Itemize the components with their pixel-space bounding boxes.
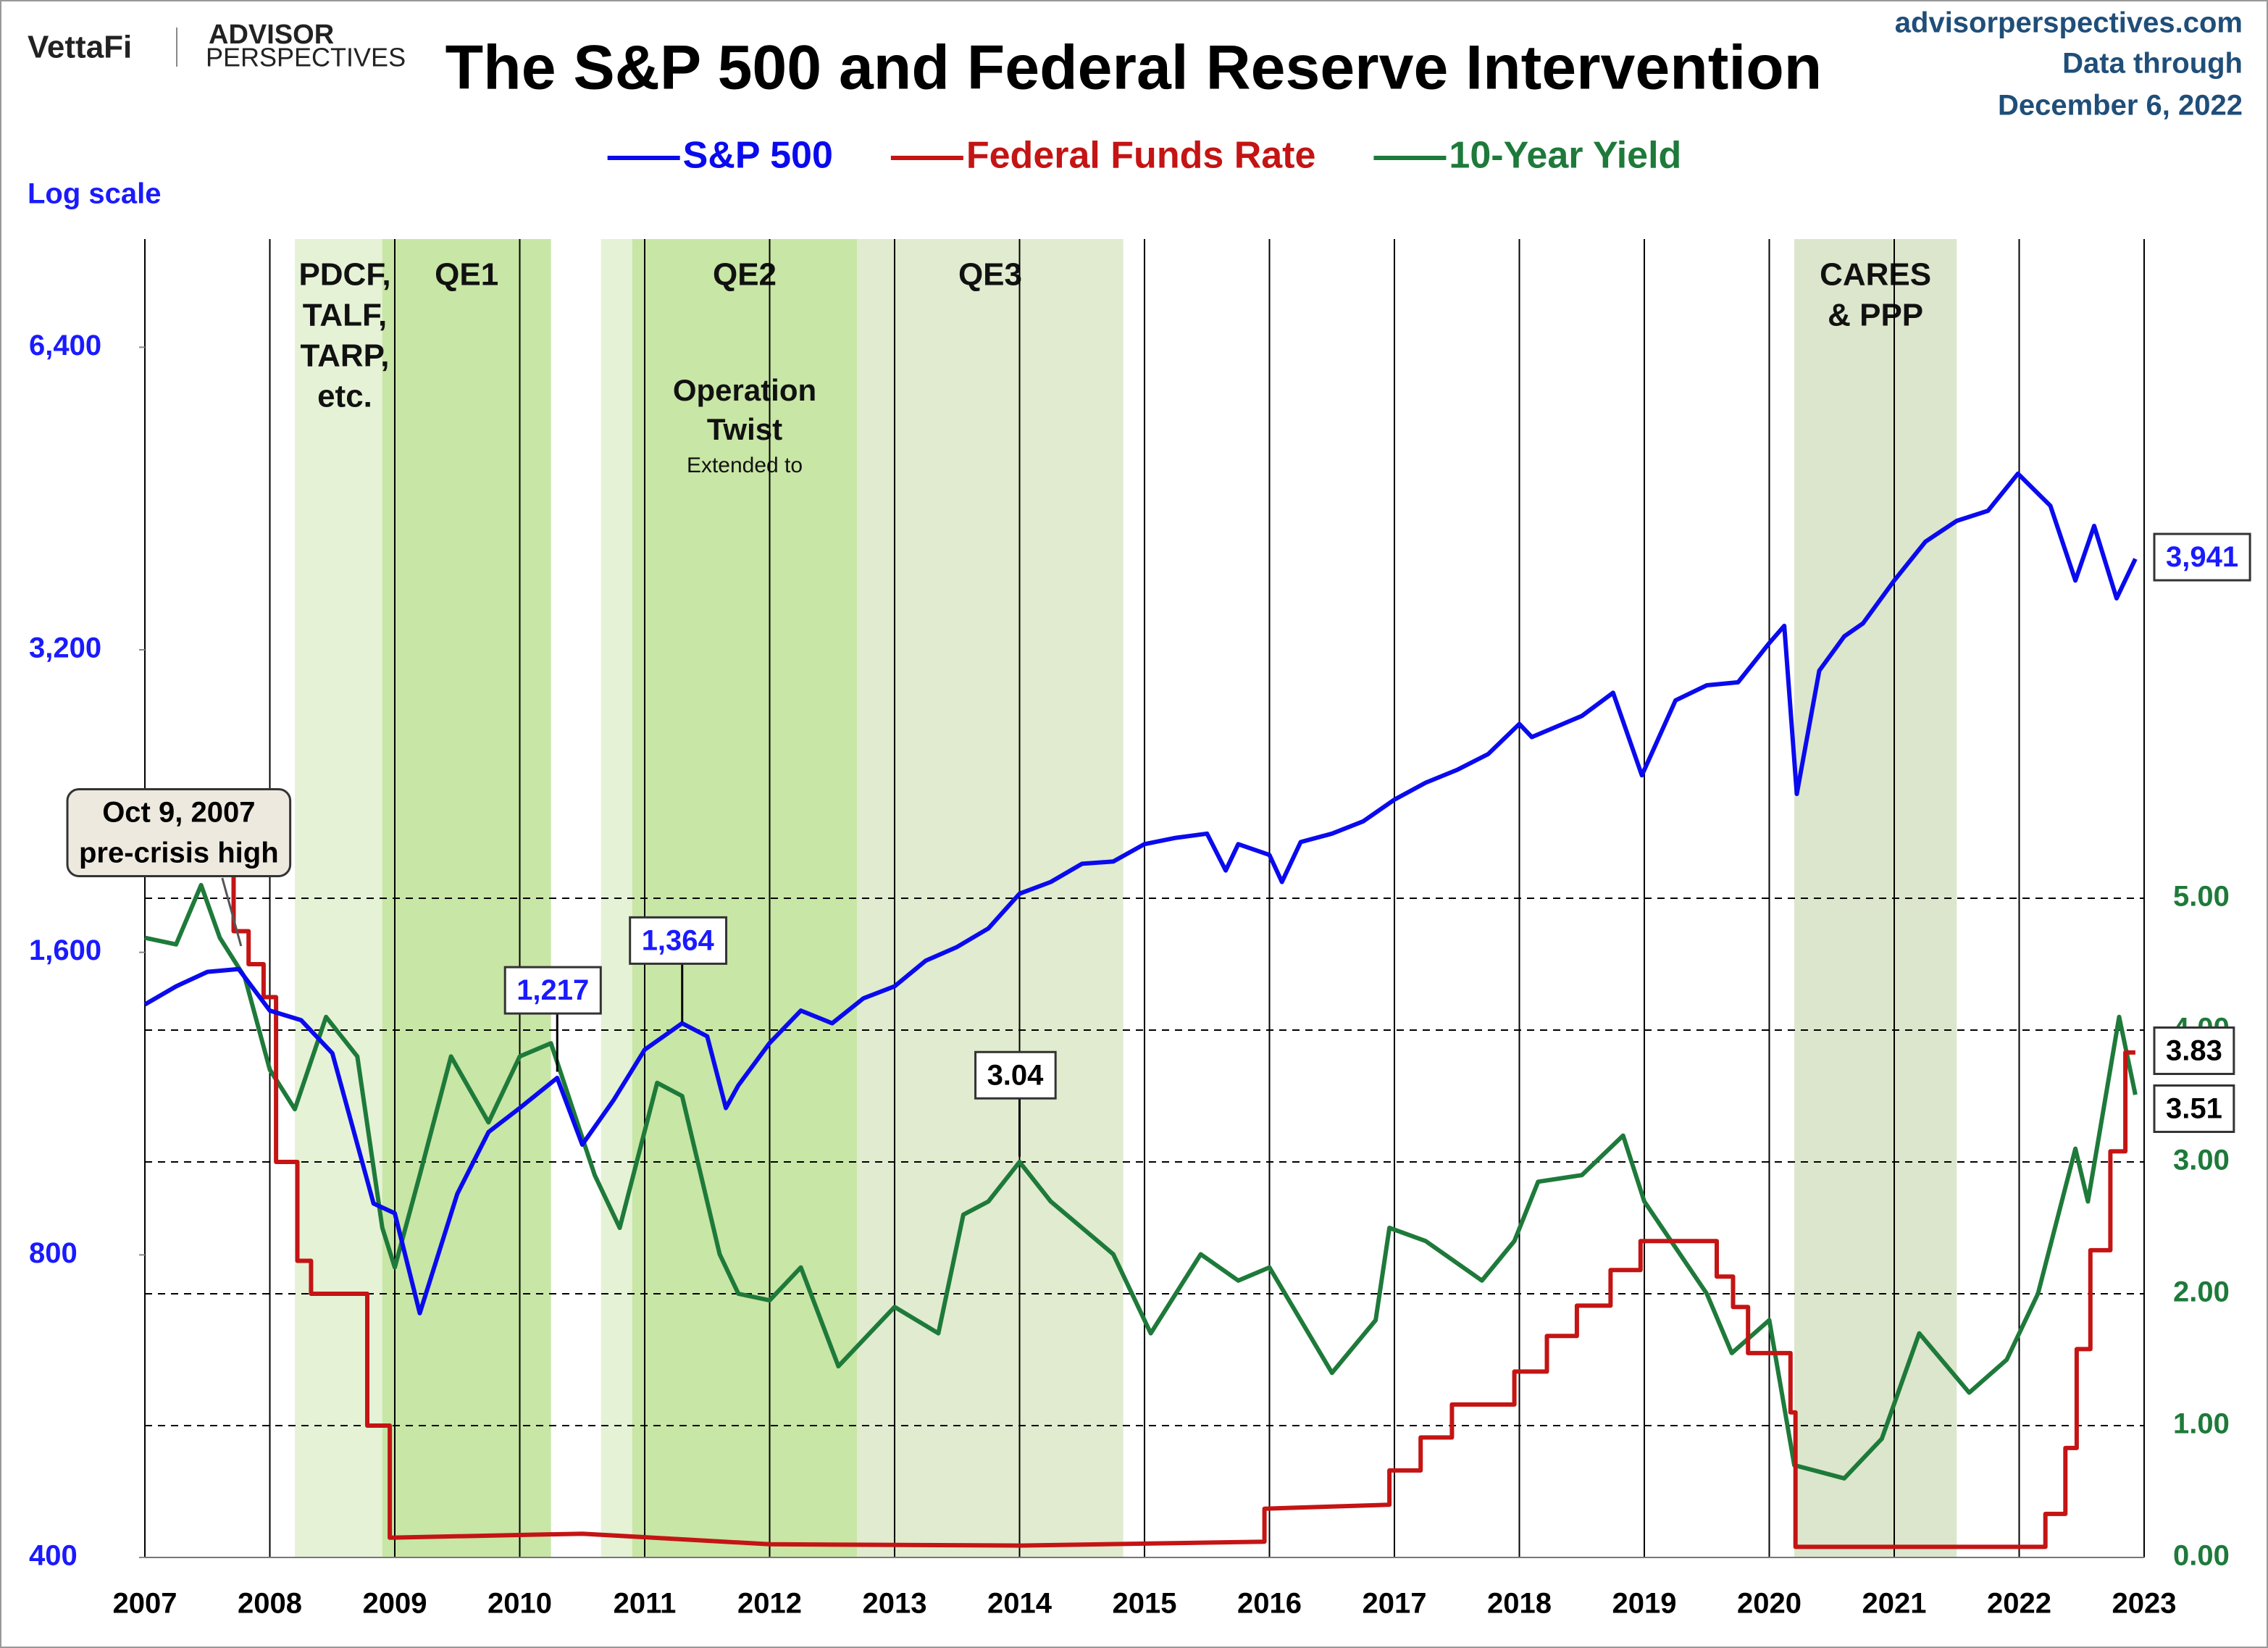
band-label: QE1 bbox=[435, 257, 498, 293]
x-tick-label: 2021 bbox=[1862, 1588, 1927, 1620]
band-label: TARP, bbox=[300, 338, 389, 374]
y2-tick-label: 2.00 bbox=[2173, 1276, 2230, 1308]
brand-logo: VettaFi bbox=[28, 30, 132, 65]
series-line bbox=[143, 471, 2138, 1316]
y-tick-label: 800 bbox=[29, 1237, 78, 1269]
callout-label: 1,364 bbox=[642, 924, 715, 956]
x-tick-label: 2009 bbox=[363, 1588, 427, 1620]
end-label: 3.51 bbox=[2166, 1093, 2222, 1125]
intervention-band bbox=[857, 239, 1123, 1557]
band-label: TALF, bbox=[303, 298, 388, 333]
x-tick-label: 2017 bbox=[1363, 1588, 1427, 1620]
band-label: PDCF, bbox=[298, 257, 390, 293]
x-tick-label: 2016 bbox=[1237, 1588, 1302, 1620]
bands bbox=[295, 239, 1957, 1557]
callout-text: pre-crisis high bbox=[79, 837, 279, 869]
callout-label: 3.04 bbox=[987, 1059, 1045, 1091]
band-label: QE2 bbox=[713, 257, 777, 293]
y2-tick-label: 3.00 bbox=[2173, 1145, 2230, 1176]
end-label: 3.83 bbox=[2166, 1035, 2222, 1067]
band-label: QE3 bbox=[958, 257, 1022, 293]
band-label: etc. bbox=[317, 379, 372, 414]
callout-box bbox=[2153, 1084, 2235, 1134]
y-tick-label: 400 bbox=[29, 1540, 78, 1572]
end-label: 3,941 bbox=[2166, 541, 2238, 573]
y-tick-label: 3,200 bbox=[29, 632, 101, 664]
callout-box bbox=[974, 1050, 1057, 1100]
y-tick-label: 6,400 bbox=[29, 330, 101, 361]
series-line bbox=[145, 863, 2135, 1549]
x-tick-label: 2018 bbox=[1487, 1588, 1552, 1620]
x-tick-label: 2020 bbox=[1737, 1588, 1802, 1620]
band-label: & PPP bbox=[1828, 298, 1923, 333]
series-line bbox=[144, 882, 2138, 1481]
x-tick-label: 2007 bbox=[113, 1588, 177, 1620]
callout-box bbox=[66, 788, 292, 878]
chart-title: The S&P 500 and Federal Reserve Interven… bbox=[445, 33, 1823, 103]
site: advisorperspectives.com bbox=[1895, 7, 2243, 39]
band-note: Extended to bbox=[687, 453, 803, 477]
band-label: CARES bbox=[1820, 257, 1931, 293]
x-tick-label: 2019 bbox=[1612, 1588, 1677, 1620]
x-tick-label: 2013 bbox=[863, 1588, 927, 1620]
callout-box bbox=[2153, 1026, 2235, 1076]
y-tick-label: 1,600 bbox=[29, 934, 101, 966]
brand-top: ADVISOR bbox=[209, 20, 334, 50]
legend-label: 10-Year Yield bbox=[1449, 135, 1681, 177]
x-tick-label: 2011 bbox=[614, 1588, 677, 1620]
callout-box bbox=[503, 966, 602, 1015]
callout-box bbox=[2153, 532, 2251, 582]
y2-tick-label: 0.00 bbox=[2173, 1540, 2230, 1572]
callout-text: Oct 9, 2007 bbox=[102, 797, 255, 829]
x-tick-label: 2015 bbox=[1113, 1588, 1177, 1620]
callout-label: 1,217 bbox=[516, 974, 589, 1006]
legend-label: S&P 500 bbox=[683, 135, 833, 177]
legend: S&P 500 Federal Funds Rate 10-Year Yield bbox=[607, 135, 1681, 177]
callout-pointer bbox=[221, 877, 243, 947]
band-sublabel: Operation bbox=[673, 373, 816, 407]
y-note: Log scale bbox=[28, 178, 162, 210]
x-tick-label: 2008 bbox=[238, 1588, 302, 1620]
callout-box bbox=[629, 916, 728, 965]
y2-tick-label: 5.00 bbox=[2173, 881, 2230, 913]
through-date: December 6, 2022 bbox=[1998, 90, 2243, 122]
intervention-band bbox=[1794, 239, 1957, 1557]
x-tick-label: 2014 bbox=[987, 1588, 1053, 1620]
band-sublabel: Twist bbox=[707, 412, 782, 446]
x-tick-label: 2010 bbox=[488, 1588, 552, 1620]
x-tick-label: 2012 bbox=[737, 1588, 802, 1620]
through-label: Data through bbox=[2062, 48, 2243, 80]
x-tick-label: 2023 bbox=[2112, 1588, 2177, 1620]
brand-bottom: PERSPECTIVES bbox=[206, 43, 406, 72]
y2-tick-label: 1.00 bbox=[2173, 1408, 2230, 1440]
legend-label: Federal Funds Rate bbox=[966, 135, 1316, 177]
x-tick-label: 2022 bbox=[1987, 1588, 2051, 1620]
